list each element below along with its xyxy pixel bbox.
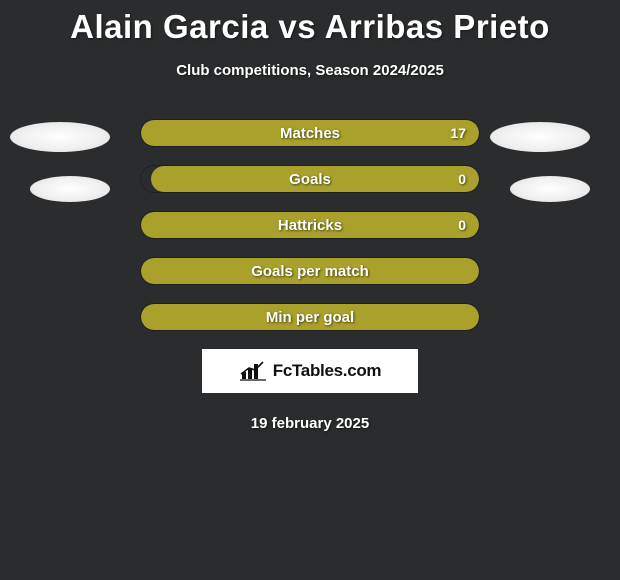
player1-name: Alain Garcia (70, 8, 269, 45)
bar-track (140, 211, 480, 239)
logo-text: FcTables.com (273, 361, 382, 381)
stat-row: Goals per match (140, 257, 480, 285)
fctables-logo: FcTables.com (202, 349, 418, 393)
date-text: 19 february 2025 (0, 415, 620, 432)
side-ellipse (30, 176, 110, 202)
bar-fill (141, 120, 479, 146)
stat-row: Hattricks0 (140, 211, 480, 239)
stat-row: Goals0 (140, 165, 480, 193)
page-title: Alain Garcia vs Arribas Prieto (0, 0, 620, 46)
bar-fill (141, 304, 479, 330)
side-ellipse (10, 122, 110, 152)
bar-fill (151, 166, 479, 192)
bar-fill (141, 212, 479, 238)
stat-row: Matches17 (140, 119, 480, 147)
side-ellipse (510, 176, 590, 202)
player2-name: Arribas Prieto (325, 8, 550, 45)
side-ellipse (490, 122, 590, 152)
vs-separator: vs (278, 8, 316, 45)
bar-fill (141, 258, 479, 284)
bar-track (140, 257, 480, 285)
subtitle: Club competitions, Season 2024/2025 (0, 62, 620, 79)
bar-track (140, 303, 480, 331)
stat-row: Min per goal (140, 303, 480, 331)
bar-chart-icon (239, 360, 267, 382)
bar-track (140, 119, 480, 147)
bar-track (140, 165, 480, 193)
